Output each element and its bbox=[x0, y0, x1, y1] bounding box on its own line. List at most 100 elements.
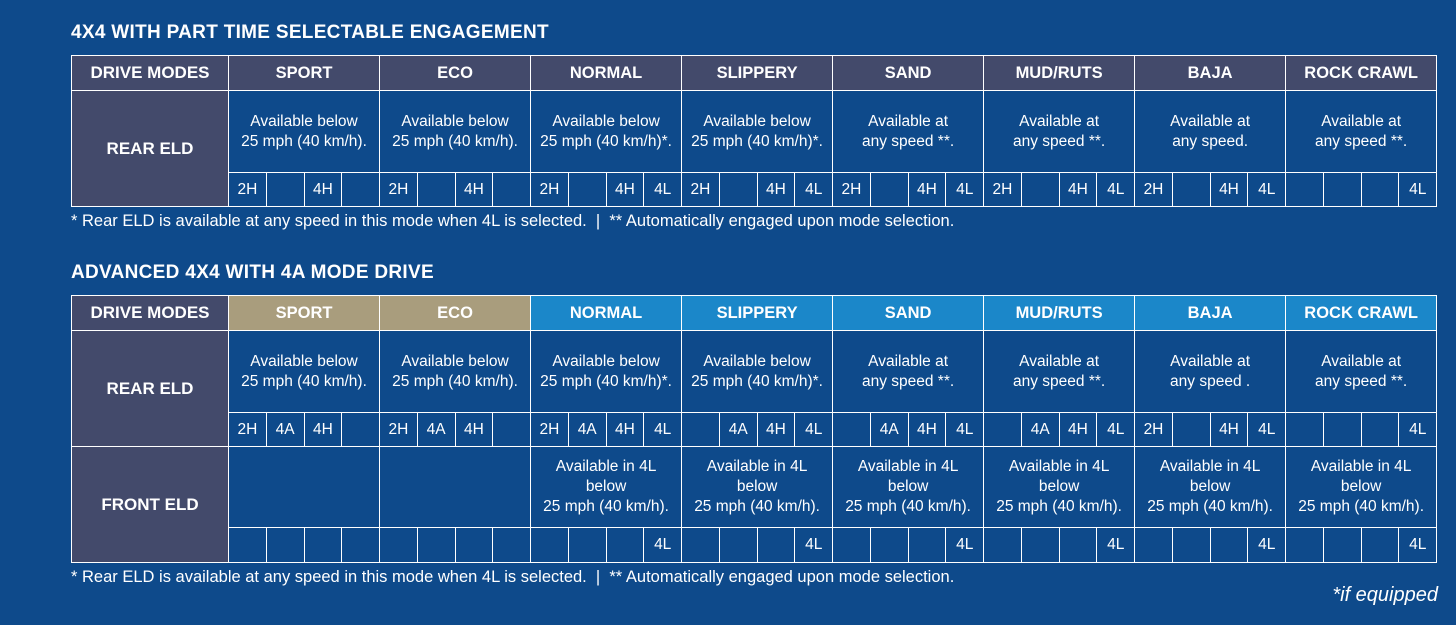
section-title: ADVANCED 4X4 WITH 4A MODE DRIVE bbox=[71, 262, 434, 283]
gear-cell bbox=[454, 527, 494, 563]
mode-header: MUD/RUTS bbox=[983, 295, 1136, 331]
gear-cell bbox=[492, 412, 532, 447]
gear-cell bbox=[1360, 172, 1400, 207]
gear-cell: 4A bbox=[567, 412, 607, 447]
availability-cell: Available in 4L below 25 mph (40 km/h). bbox=[832, 446, 985, 528]
gear-cell bbox=[567, 172, 607, 207]
availability-cell: Available at any speed **. bbox=[983, 90, 1136, 173]
availability-cell: Available in 4L below 25 mph (40 km/h). bbox=[1134, 446, 1287, 528]
text-row: REAR ELD Available below 25 mph (40 km/h)… bbox=[71, 330, 1438, 447]
gear-cell: 2H bbox=[530, 412, 569, 447]
gear-cell bbox=[907, 527, 947, 563]
availability-cell: Available in 4L below 25 mph (40 km/h). bbox=[681, 446, 834, 528]
gear-cell bbox=[1058, 527, 1098, 563]
availability-cell: Available at any speed **. bbox=[1285, 90, 1438, 173]
row-label: REAR ELD bbox=[71, 330, 229, 447]
gear-cell bbox=[379, 527, 418, 563]
availability-cell: Available below 25 mph (40 km/h). bbox=[227, 90, 381, 173]
gear-cell bbox=[416, 172, 456, 207]
gear-cell: 4A bbox=[1020, 412, 1060, 447]
gear-cell bbox=[1209, 527, 1249, 563]
section-title: 4X4 WITH PART TIME SELECTABLE ENGAGEMENT bbox=[71, 22, 549, 43]
header-row: DRIVE MODES SPORT ECO NORMAL SLIPPERY SAND MUD… bbox=[71, 295, 1438, 331]
gear-cell bbox=[1134, 527, 1173, 563]
availability-cell bbox=[227, 446, 381, 528]
gear-cell: 4L bbox=[1398, 172, 1438, 207]
row-label: FRONT ELD bbox=[71, 446, 229, 563]
mode-header: SPORT bbox=[227, 295, 381, 331]
gear-cell: 4H bbox=[907, 412, 947, 447]
gear-cell: 2H bbox=[983, 172, 1022, 207]
gear-cell: 4A bbox=[265, 412, 305, 447]
gear-cell: 4H bbox=[756, 172, 796, 207]
gear-cell bbox=[1285, 172, 1324, 207]
gear-cell: 2H bbox=[1134, 412, 1173, 447]
mode-header: BAJA bbox=[1134, 295, 1287, 331]
gear-cell bbox=[492, 172, 532, 207]
availability-cell bbox=[379, 446, 532, 528]
sub-row: 2H 4H 2H 4H 2H 4H 4L 2H 4H 4L 2H 4H 4L 2H 4H 4L 2H 4H 4L 4L bbox=[72, 172, 1438, 207]
mode-header: SAND bbox=[832, 295, 985, 331]
mode-header: NORMAL bbox=[530, 295, 683, 331]
gear-cell bbox=[681, 527, 720, 563]
mode-header: NORMAL bbox=[530, 55, 683, 91]
gear-cell: 2H bbox=[228, 412, 267, 447]
gear-cell bbox=[492, 527, 532, 563]
drive-mode-table: DRIVE MODES SPORT ECO NORMAL SLIPPERY SAND MUD… bbox=[71, 55, 1438, 207]
gear-cell: 4H bbox=[454, 412, 494, 447]
gear-cell bbox=[416, 527, 456, 563]
gear-cell bbox=[303, 527, 343, 563]
gear-cell bbox=[718, 527, 758, 563]
gear-cell: 4L bbox=[643, 412, 683, 447]
gear-cell: 4L bbox=[945, 172, 985, 207]
gear-cell: 4A bbox=[869, 412, 909, 447]
gear-cell: 4L bbox=[1247, 412, 1287, 447]
gear-cell: 4L bbox=[643, 527, 683, 563]
gear-cell bbox=[341, 527, 381, 563]
gear-cell bbox=[869, 527, 909, 563]
footnote: * Rear ELD is available at any speed in … bbox=[71, 568, 955, 586]
gear-cell: 4L bbox=[945, 527, 985, 563]
gear-cell: 4H bbox=[1058, 172, 1098, 207]
availability-cell: Available below 25 mph (40 km/h)*. bbox=[681, 90, 834, 173]
gear-cell: 4L bbox=[1096, 172, 1136, 207]
gear-cell: 4H bbox=[303, 172, 343, 207]
text-row: FRONT ELD Available in 4L below 25 mph (4… bbox=[71, 446, 1438, 563]
gear-cell bbox=[1285, 412, 1324, 447]
gear-cell bbox=[1020, 172, 1060, 207]
gear-cell: 2H bbox=[379, 412, 418, 447]
gear-cell bbox=[530, 527, 569, 563]
gear-cell: 4H bbox=[454, 172, 494, 207]
gear-cell: 4L bbox=[794, 527, 834, 563]
gear-cell: 2H bbox=[228, 172, 267, 207]
gear-cell bbox=[1285, 527, 1324, 563]
mode-header: SPORT bbox=[227, 55, 381, 91]
gear-cell bbox=[1171, 172, 1211, 207]
gear-cell bbox=[341, 412, 381, 447]
gear-cell: 4L bbox=[1398, 412, 1438, 447]
gear-cell: 4L bbox=[945, 412, 985, 447]
availability-cell: Available at any speed. bbox=[1134, 90, 1287, 173]
gear-cell bbox=[832, 527, 871, 563]
availability-cell: Available below 25 mph (40 km/h)*. bbox=[530, 90, 683, 173]
mode-header: SLIPPERY bbox=[681, 55, 834, 91]
gear-cell: 2H bbox=[379, 172, 418, 207]
availability-cell: Available at any speed **. bbox=[832, 330, 985, 413]
availability-cell: Available below 25 mph (40 km/h). bbox=[379, 90, 532, 173]
mode-header: ROCK CRAWL bbox=[1285, 295, 1438, 331]
gear-cell: 2H bbox=[832, 172, 871, 207]
gear-cell bbox=[1360, 527, 1400, 563]
gear-cell: 4H bbox=[756, 412, 796, 447]
gear-cell bbox=[605, 527, 645, 563]
sub-row: 2H 4A 4H 2H 4A 4H 2H 4A 4H 4L 4A 4H 4L 4A 4H 4L 4A 4H 4L 2H… bbox=[72, 412, 1438, 447]
mode-header: ECO bbox=[379, 295, 532, 331]
gear-cell bbox=[832, 412, 871, 447]
text-row: REAR ELD Available below 25 mph (40 km/h)… bbox=[71, 90, 1438, 207]
availability-cell: Available at any speed **. bbox=[832, 90, 985, 173]
sub-row: 4L 4L 4L 4L 4L 4L bbox=[72, 527, 1438, 563]
mode-header: ROCK CRAWL bbox=[1285, 55, 1438, 91]
gear-cell bbox=[983, 527, 1022, 563]
mode-header: SLIPPERY bbox=[681, 295, 834, 331]
header-row: DRIVE MODES SPORT ECO NORMAL SLIPPERY SAND MUD… bbox=[71, 55, 1438, 91]
